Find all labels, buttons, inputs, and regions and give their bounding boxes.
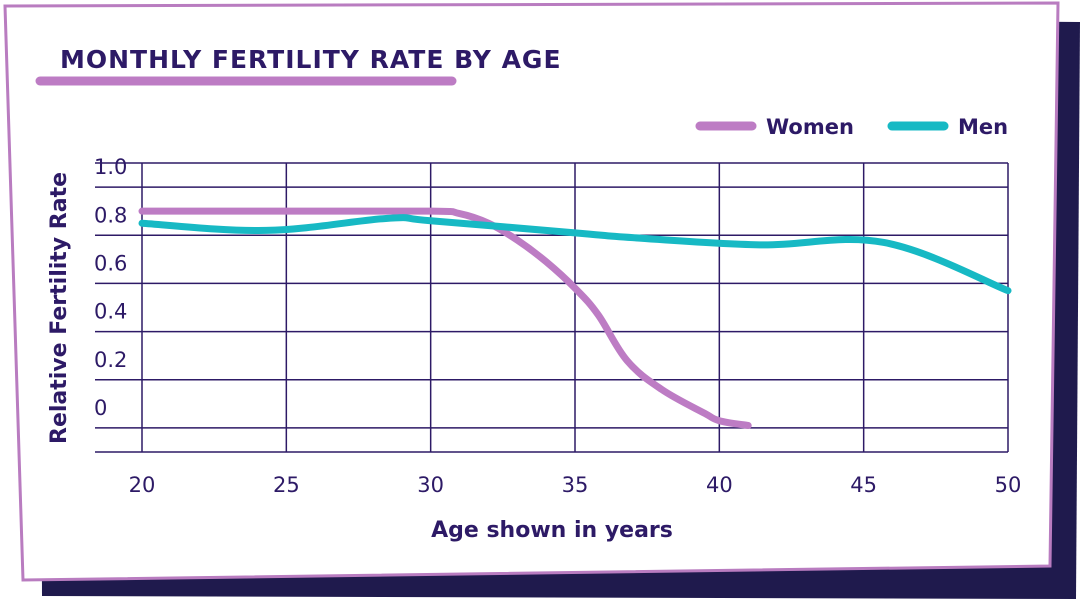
y-axis-label: Relative Fertility Rate (47, 172, 72, 444)
x-tick-label: 30 (417, 473, 444, 497)
y-tick-label: 0 (94, 396, 107, 420)
y-tick-label: 0.4 (94, 300, 127, 324)
chart-title: MONTHLY FERTILITY RATE BY AGE (60, 45, 562, 74)
x-tick-label: 25 (273, 473, 300, 497)
y-tick-labels: 1.0 0.8 0.6 0.4 0.2 0 (94, 155, 127, 420)
legend-women-label: Women (766, 115, 854, 139)
legend: Women Men (695, 115, 1008, 139)
y-tick-label: 1.0 (94, 155, 127, 179)
y-tick-label: 0.6 (94, 251, 127, 275)
series-line-women (138, 207, 752, 430)
chart-frame (3, 1, 1060, 582)
x-tick-labels: 20 25 30 35 40 45 50 (129, 473, 1022, 497)
x-tick-label: 45 (850, 473, 877, 497)
x-tick-label: 40 (706, 473, 733, 497)
y-tick-label: 0.2 (94, 348, 127, 372)
y-tick-label: 0.8 (94, 203, 127, 227)
series-lines (138, 207, 1012, 430)
x-tick-label: 20 (129, 473, 156, 497)
x-tick-label: 50 (995, 473, 1022, 497)
x-tick-label: 35 (562, 473, 589, 497)
grid (95, 162, 1009, 453)
x-axis-label: Age shown in years (431, 518, 673, 543)
series-line-men (138, 214, 1012, 295)
legend-men-label: Men (958, 115, 1008, 139)
